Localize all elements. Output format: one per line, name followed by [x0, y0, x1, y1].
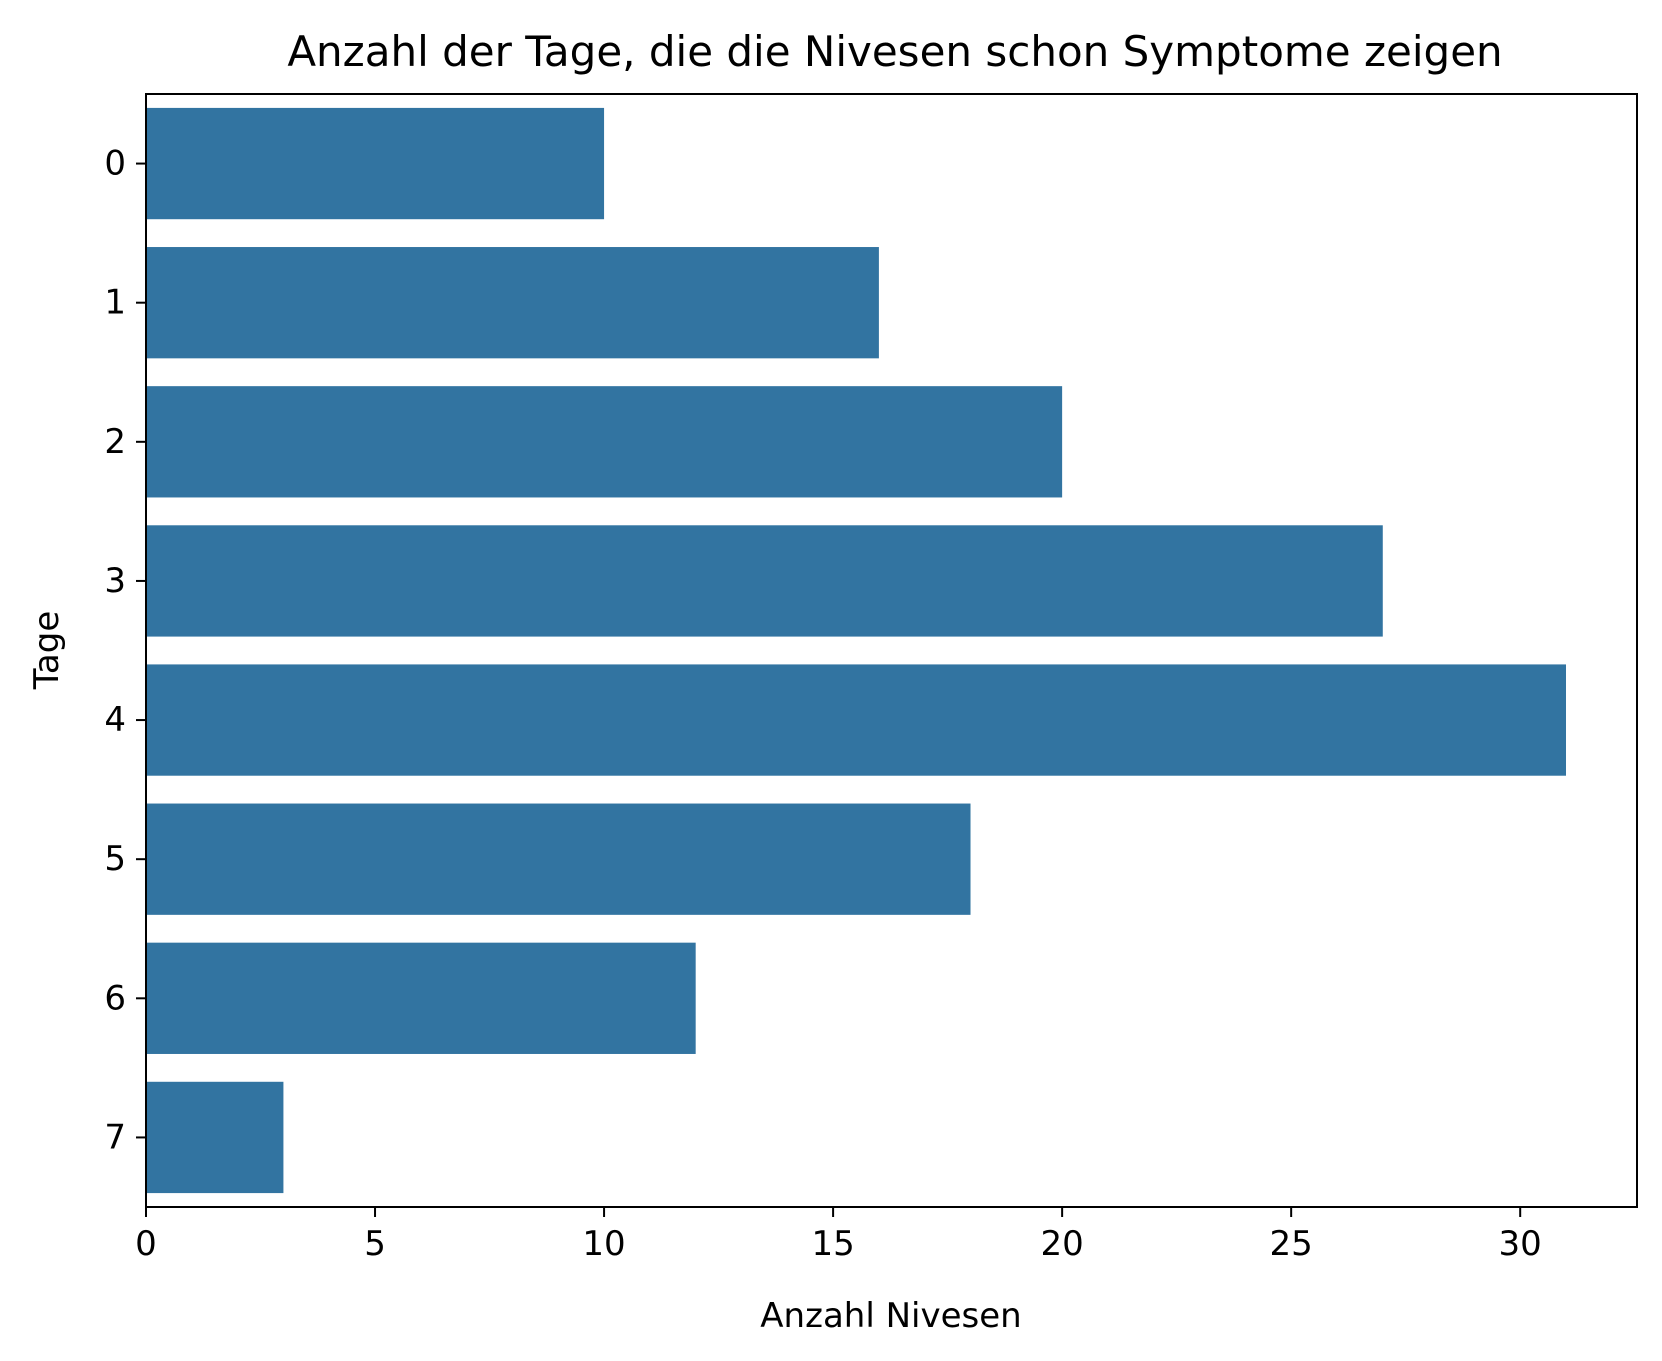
x-tick-label: 5 — [364, 1224, 386, 1264]
chart-title: Anzahl der Tage, die die Nivesen schon S… — [287, 27, 1502, 76]
bar-tage-6 — [146, 942, 696, 1054]
y-tick-label: 6 — [104, 978, 126, 1018]
bars-group — [146, 107, 1566, 1194]
y-tick-label: 0 — [104, 144, 126, 184]
x-tick-label: 10 — [582, 1224, 625, 1264]
x-tick-label: 15 — [811, 1224, 854, 1264]
y-tick-label: 1 — [104, 283, 126, 323]
x-tick-label: 20 — [1040, 1224, 1083, 1264]
y-tick-label: 3 — [104, 561, 126, 601]
bar-tage-4 — [146, 664, 1566, 776]
bar-tage-7 — [146, 1081, 284, 1194]
bar-tage-0 — [146, 107, 605, 220]
y-tick-label: 5 — [104, 839, 126, 879]
bar-tage-5 — [146, 803, 971, 915]
x-tick-label: 25 — [1270, 1224, 1313, 1264]
y-axis-ticks: 0 1 2 3 4 5 6 7 — [104, 144, 146, 1157]
y-tick-label: 4 — [104, 700, 126, 740]
x-axis-ticks: 0 5 10 15 20 25 30 — [135, 1207, 1542, 1264]
y-tick-label: 2 — [104, 422, 126, 462]
x-axis-label: Anzahl Nivesen — [760, 1296, 1021, 1336]
bar-tage-2 — [146, 386, 1063, 498]
y-axis-label: Tage — [27, 611, 67, 690]
bar-tage-1 — [146, 247, 879, 359]
x-tick-label: 30 — [1499, 1224, 1542, 1264]
y-tick-label: 7 — [104, 1117, 126, 1157]
x-tick-label: 0 — [135, 1224, 157, 1264]
bar-tage-3 — [146, 525, 1383, 637]
plot-frame — [145, 93, 1638, 1208]
